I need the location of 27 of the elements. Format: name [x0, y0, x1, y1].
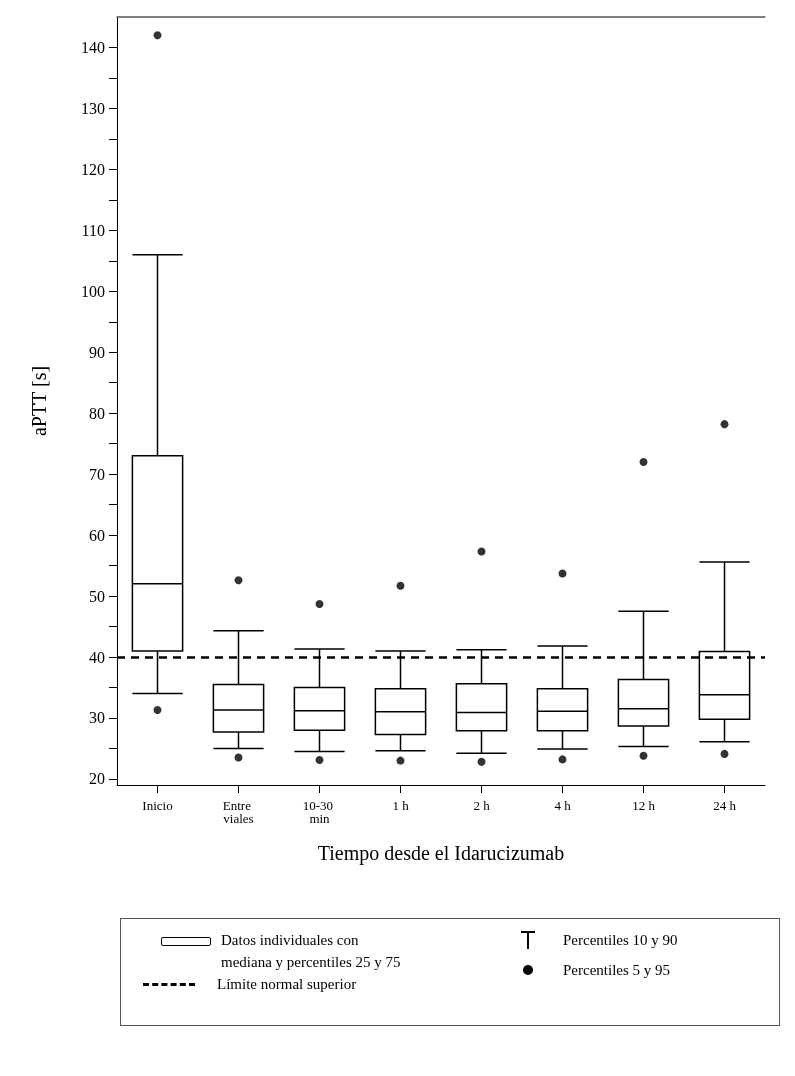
x-tick-label: 24 h: [713, 798, 737, 813]
y-tick-label: 40: [89, 648, 105, 666]
legend-label: Límite normal superior: [217, 975, 357, 994]
y-tick-label: 120: [81, 160, 105, 178]
y-tick-label: 20: [89, 770, 105, 788]
x-tick-label: Inicio: [142, 798, 173, 813]
text: Percentiles 10 y 90: [563, 931, 678, 950]
x-tick-label: 1 h: [392, 798, 410, 813]
y-tick-label: 70: [89, 465, 105, 483]
y-tick-label: 100: [81, 282, 105, 300]
y-axis-title: aPTT [s]: [28, 365, 50, 437]
y-tick-label: 110: [81, 221, 105, 239]
y-tick-label: 50: [89, 587, 105, 605]
legend-label: Datos individuales con mediana y percentiles 25 y 75: [221, 931, 401, 972]
x-tick-label: 12 h: [632, 798, 656, 813]
x-axis-title: Tiempo desde el Idarucizumab: [317, 842, 565, 865]
y-tick-label: 130: [81, 99, 105, 117]
y-tick-label: 60: [89, 526, 105, 544]
x-tick-label: 2 h: [473, 798, 491, 813]
y-tick-label: 80: [89, 404, 105, 422]
legend-label: Percentiles 5 y 95: [563, 961, 671, 980]
y-tick-label: 30: [89, 709, 105, 727]
x-tick-label: 10-30 min: [302, 798, 337, 826]
x-tick-label: Entre viales: [222, 798, 255, 826]
y-tick-label: 140: [81, 38, 105, 56]
y-tick-label: 90: [89, 343, 105, 361]
x-tick-label: 4 h: [554, 798, 572, 813]
